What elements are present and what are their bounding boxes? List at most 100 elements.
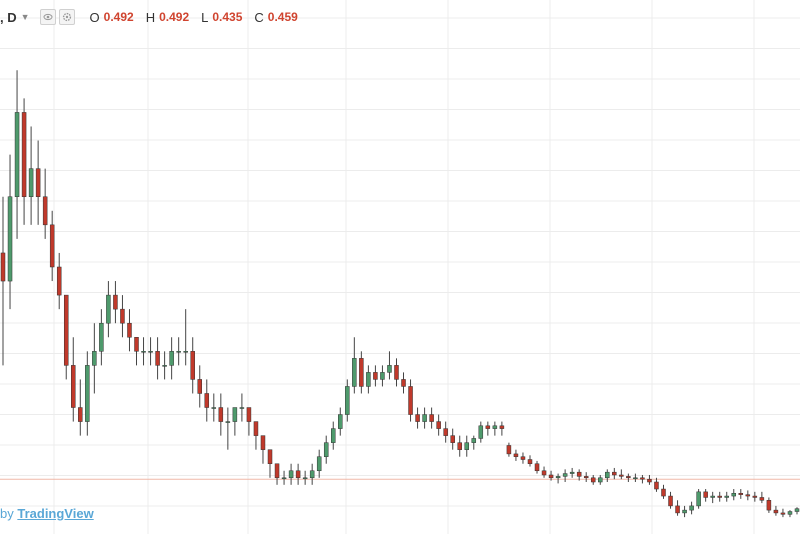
candle-body <box>211 407 217 409</box>
candle-body <box>415 414 420 422</box>
candle-body <box>14 112 20 197</box>
candle-body <box>113 294 118 310</box>
candle-body <box>492 425 498 429</box>
candle-body <box>162 365 167 367</box>
candle-body <box>330 428 336 443</box>
candle-body <box>633 477 638 480</box>
settings-icon[interactable] <box>58 9 75 25</box>
candle-body <box>429 414 434 422</box>
candle-body <box>260 435 266 450</box>
candle-body <box>513 453 519 457</box>
candle-body <box>253 421 259 436</box>
candle-body <box>176 351 181 353</box>
candle-body <box>295 470 301 479</box>
open-value: 0.492 <box>103 10 134 24</box>
candle-body <box>583 476 589 479</box>
candle-body <box>232 407 238 422</box>
candle-body <box>450 435 455 443</box>
candle-body <box>787 511 793 515</box>
candle-body <box>267 449 273 464</box>
candle-body <box>106 294 111 324</box>
candle-body <box>569 471 575 474</box>
candle-body <box>120 308 125 324</box>
candle-body <box>675 505 680 514</box>
candle-body <box>661 488 666 497</box>
candle-body <box>682 509 687 514</box>
candle-body <box>302 477 308 480</box>
candle-body <box>780 512 786 515</box>
candle-body <box>78 407 83 422</box>
watermark[interactable]: by TradingView <box>0 506 94 521</box>
candle-body <box>710 495 715 498</box>
candle-body <box>640 477 645 480</box>
candle-body <box>366 372 371 387</box>
candle-body <box>169 351 174 366</box>
candle-body <box>499 425 505 429</box>
high-value: 0.492 <box>159 10 190 24</box>
watermark-brand[interactable]: TradingView <box>17 506 94 521</box>
candle-body <box>394 365 399 380</box>
candle-body <box>7 196 13 282</box>
legend-symbol[interactable]: , D <box>0 9 17 25</box>
candle-body <box>71 365 76 408</box>
candle-body <box>478 425 484 439</box>
candle-body <box>457 442 462 450</box>
candle-body <box>766 500 772 511</box>
candle-body <box>555 476 561 479</box>
candle-body <box>387 365 392 373</box>
candle-body <box>56 266 62 296</box>
candle-body <box>246 407 252 422</box>
candle-body <box>309 470 315 479</box>
candle-body <box>626 476 631 479</box>
candle-body <box>338 414 343 429</box>
candle-body <box>668 495 673 507</box>
candle-body <box>548 474 554 479</box>
candle-body <box>689 505 694 511</box>
candle-body <box>619 474 624 477</box>
candle-body <box>359 358 364 387</box>
candle-body <box>352 358 357 387</box>
candle-body <box>527 459 533 464</box>
candle-body <box>717 495 722 498</box>
close-label: C <box>254 9 264 25</box>
candle-body <box>225 421 231 423</box>
watermark-prefix: by <box>0 506 14 521</box>
candle-body <box>534 463 540 472</box>
candle-body <box>380 372 385 380</box>
candle-body <box>373 372 378 380</box>
candle-body <box>590 477 596 483</box>
candle-body <box>99 322 104 352</box>
candle-body <box>696 491 701 507</box>
candle-body <box>745 494 751 497</box>
candle-body <box>127 322 132 338</box>
candle-body <box>520 456 526 460</box>
candle-body <box>724 495 729 498</box>
candle-body <box>281 477 287 480</box>
candle-body <box>42 196 48 226</box>
candle-body <box>654 481 659 490</box>
close-value: 0.459 <box>267 10 298 24</box>
candle-body <box>316 456 322 472</box>
candle-body <box>85 365 90 422</box>
chevron-down-icon[interactable]: ▼ <box>20 12 30 22</box>
open-label: O <box>89 9 100 25</box>
candle-body <box>647 478 652 483</box>
candle-body <box>35 168 41 197</box>
candle-body <box>345 386 350 415</box>
candle-body <box>794 508 800 512</box>
candle-body <box>92 351 97 366</box>
candle-body <box>183 351 188 353</box>
candle-body <box>464 442 470 450</box>
candle-body <box>28 168 34 197</box>
eye-icon[interactable] <box>39 9 56 25</box>
candle-body <box>759 497 765 501</box>
candle-body <box>443 428 448 436</box>
candle-body <box>471 438 477 443</box>
candle-body <box>401 379 406 387</box>
candle-body <box>239 407 245 409</box>
candle-body <box>436 421 441 429</box>
candle-body <box>197 379 202 394</box>
candle-body <box>190 351 195 380</box>
high-label: H <box>145 9 156 25</box>
